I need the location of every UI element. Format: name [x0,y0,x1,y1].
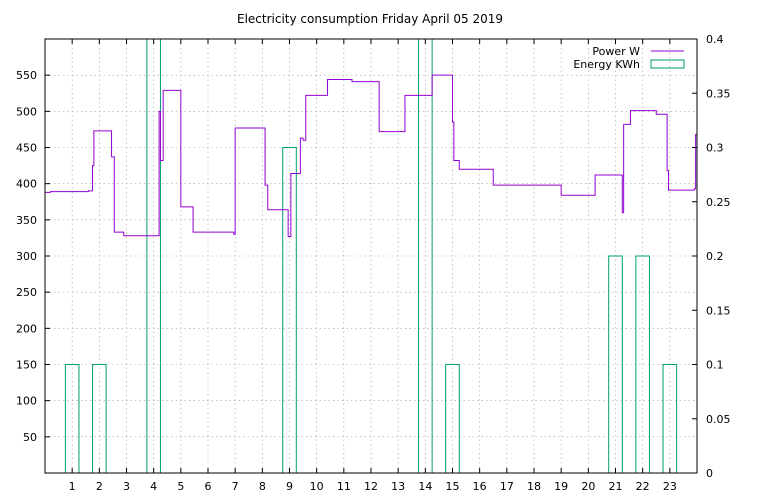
y-tick-label: 350 [16,214,37,227]
y2-tick-label: 0.05 [706,413,731,426]
x-tick-label: 21 [609,480,623,493]
y2-tick-label: 0.1 [706,359,724,372]
x-tick-label: 1 [69,480,76,493]
axis-tick-labels: 1 2 3 4 5 6 7 8 9 10 11 12 13 14 15 16 17 18 19 20 21 22 23501… [16,33,731,493]
legend-label-energy: Energy KWh [573,58,640,71]
y2-tick-label: 0.4 [706,33,724,46]
y-tick-label: 400 [16,178,37,191]
x-tick-label: 13 [391,480,405,493]
x-tick-label: 7 [232,480,239,493]
x-tick-label: 18 [527,480,541,493]
y-tick-label: 500 [16,105,37,118]
x-tick-label: 19 [554,480,568,493]
y-tick-label: 300 [16,250,37,263]
x-tick-label: 17 [500,480,514,493]
x-tick-label: 5 [177,480,184,493]
power-series-line [45,74,697,237]
y2-tick-label: 0.35 [706,87,731,100]
x-tick-label: 3 [123,480,130,493]
x-tick-label: 20 [581,480,595,493]
y2-tick-label: 0.25 [706,196,731,209]
y2-tick-label: 0.3 [706,142,724,155]
x-tick-label: 12 [364,480,378,493]
y-tick-label: 550 [16,69,37,82]
legend-label-power: Power W [592,45,640,58]
x-tick-label: 4 [150,480,157,493]
axis-ticks [45,38,697,474]
x-tick-label: 8 [259,480,266,493]
y-tick-label: 50 [23,431,37,444]
x-tick-label: 10 [310,480,324,493]
y2-tick-label: 0 [706,467,713,480]
y-tick-label: 200 [16,322,37,335]
x-tick-label: 15 [446,480,460,493]
x-tick-label: 9 [286,480,293,493]
x-tick-label: 2 [96,480,103,493]
y-tick-label: 250 [16,286,37,299]
y2-tick-label: 0.2 [706,250,724,263]
x-tick-label: 11 [337,480,351,493]
y2-tick-label: 0.15 [706,304,731,317]
x-tick-label: 16 [473,480,487,493]
chart-title: Electricity consumption Friday April 05 … [237,12,503,26]
x-tick-label: 22 [636,480,650,493]
x-tick-label: 23 [663,480,677,493]
x-tick-label: 14 [418,480,432,493]
power-line-layer [45,74,697,237]
y-tick-label: 100 [16,395,37,408]
legend-swatch-energy [650,59,685,69]
y-tick-label: 450 [16,142,37,155]
x-tick-label: 6 [205,480,212,493]
y-tick-label: 150 [16,359,37,372]
